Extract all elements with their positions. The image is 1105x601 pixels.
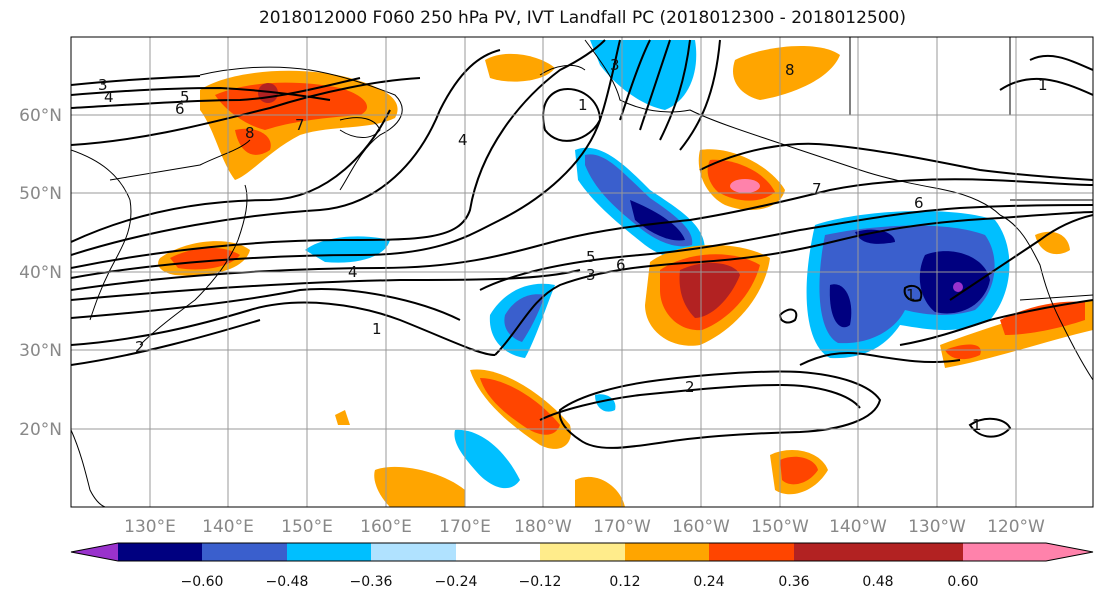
colorbar-bin [794, 543, 878, 561]
map-title: 2018012000 F060 250 hPa PV, IVT Landfall… [258, 8, 906, 28]
colorbar-bin [625, 543, 709, 561]
contour-label: 7 [812, 180, 822, 198]
contour-label: 6 [616, 256, 626, 274]
colorbar-bin [118, 543, 202, 561]
graticule [71, 37, 1093, 507]
colorbar-tick-label: −0.48 [266, 574, 309, 590]
contour-label: 4 [348, 263, 358, 281]
colorbar-outline [70, 542, 1094, 562]
colorbar-bin [540, 543, 625, 561]
contour-label: 8 [785, 61, 795, 79]
contour-label: 1 [578, 96, 588, 114]
lon-label: 170°W [593, 517, 651, 537]
colorbar-tick-label: −0.24 [435, 574, 478, 590]
colorbar-tick-label: 0.60 [947, 574, 978, 590]
lon-label: 140°W [829, 517, 887, 537]
colorbar-bin [287, 543, 371, 561]
colorbar: −0.60 −0.48 −0.36 −0.24 −0.12 0.12 0.24 … [70, 542, 1094, 590]
lat-label: 20°N [19, 420, 62, 440]
contour-label: 3 [98, 76, 108, 94]
contour-label: 8 [245, 124, 255, 142]
lon-label: 150°E [281, 517, 333, 537]
colorbar-tick-label: −0.36 [350, 574, 393, 590]
lat-label: 60°N [19, 106, 62, 126]
contour-label: 4 [458, 131, 468, 149]
colorbar-extend-max [963, 543, 1093, 561]
colorbar-tick-label: 0.48 [862, 574, 893, 590]
latitude-labels: 60°N 50°N 40°N 30°N 20°N [19, 106, 62, 440]
shaded-fields [158, 40, 1093, 507]
contour-label: 1 [972, 416, 982, 434]
contour-label: 5 [586, 248, 596, 266]
longitude-labels: 130°E 140°E 150°E 160°E 170°E 180°W 170°… [124, 517, 1045, 537]
contour-label: 3 [586, 266, 596, 284]
contour-label: 1 [906, 286, 916, 304]
contour-label: 6 [914, 194, 924, 212]
colorbar-tick-label: −0.60 [181, 574, 224, 590]
lon-label: 160°W [672, 517, 730, 537]
colorbar-extend-min [71, 543, 118, 561]
colorbar-tick-label: −0.12 [519, 574, 562, 590]
lon-label: 130°W [908, 517, 966, 537]
colorbar-bin [371, 543, 456, 561]
contour-labels: 3 4 5 6 8 7 4 1 3 8 1 7 6 5 6 3 4 1 2 2 … [98, 56, 1048, 434]
lat-label: 30°N [19, 341, 62, 361]
colorbar-bin [709, 543, 794, 561]
contour-label: 1 [1038, 76, 1048, 94]
lon-label: 120°W [987, 517, 1045, 537]
pv-contours [71, 39, 1093, 449]
contour-label: 5 [180, 88, 190, 106]
coastlines [71, 37, 1093, 507]
lat-label: 50°N [19, 184, 62, 204]
lon-label: 150°W [751, 517, 809, 537]
contour-label: 3 [610, 56, 620, 74]
colorbar-tick-label: 0.24 [693, 574, 724, 590]
contour-label: 2 [135, 338, 145, 356]
colorbar-bin [202, 543, 287, 561]
lon-label: 130°E [124, 517, 176, 537]
colorbar-bin [878, 543, 963, 561]
colorbar-tick-label: 0.12 [609, 574, 640, 590]
positive-anomaly-kamchatka [485, 53, 555, 82]
contour-label: 7 [295, 116, 305, 134]
colorbar-tick-label: 0.36 [778, 574, 809, 590]
contour-label: 2 [685, 378, 695, 396]
lon-label: 140°E [202, 517, 254, 537]
colorbar-bin [456, 543, 540, 561]
contour-label: 6 [175, 100, 185, 118]
lat-label: 40°N [19, 263, 62, 283]
lon-label: 170°E [439, 517, 491, 537]
lon-label: 160°E [360, 517, 412, 537]
plot-frame [70, 36, 1094, 508]
contour-label: 1 [372, 320, 382, 338]
contour-label: 4 [104, 88, 114, 106]
lon-label: 180°W [514, 517, 572, 537]
